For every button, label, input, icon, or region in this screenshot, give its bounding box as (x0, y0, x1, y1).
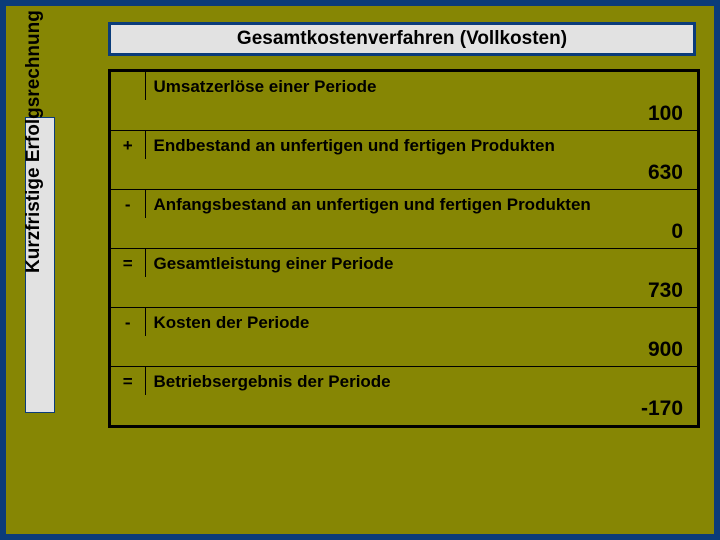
row-value: 900 (111, 336, 697, 367)
row-desc: Anfangsbestand an unfertigen und fertige… (145, 190, 697, 219)
row-value: 100 (111, 100, 697, 131)
row-value: 630 (111, 159, 697, 190)
row-value: 730 (111, 277, 697, 308)
row-desc: Endbestand an unfertigen und fertigen Pr… (145, 131, 697, 160)
calculation-table: Umsatzerlöse einer Periode 100 + Endbest… (108, 69, 700, 428)
sidebar-label: Kurzfristige Erfolgsrechnung (23, 10, 45, 273)
op-cell: - (111, 308, 145, 337)
slide-container: Gesamtkostenverfahren (Vollkosten) Kurzf… (0, 0, 720, 540)
op-cell: = (111, 249, 145, 278)
slide-title-box: Gesamtkostenverfahren (Vollkosten) (108, 22, 696, 56)
row-desc: Betriebsergebnis der Periode (145, 367, 697, 396)
row-desc: Gesamtleistung einer Periode (145, 249, 697, 278)
row-value: -170 (111, 395, 697, 425)
row-value: 0 (111, 218, 697, 249)
op-cell (111, 72, 145, 100)
row-desc: Umsatzerlöse einer Periode (145, 72, 697, 100)
op-cell: + (111, 131, 145, 160)
row-desc: Kosten der Periode (145, 308, 697, 337)
op-cell: - (111, 190, 145, 219)
op-cell: = (111, 367, 145, 396)
slide-title: Gesamtkostenverfahren (Vollkosten) (237, 28, 567, 50)
